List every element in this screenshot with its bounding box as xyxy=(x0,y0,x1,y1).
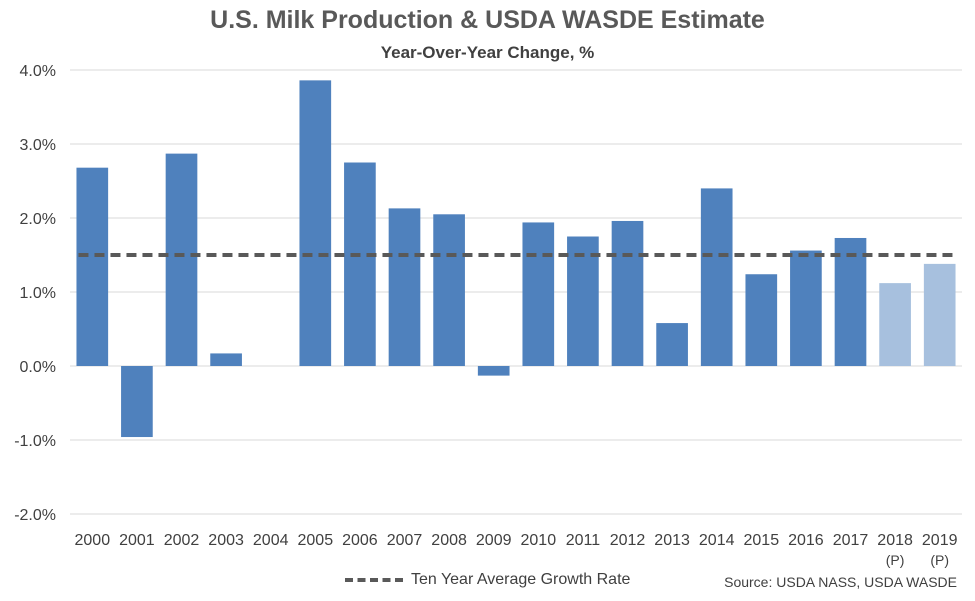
bar xyxy=(700,188,733,366)
chart-title: U.S. Milk Production & USDA WASDE Estima… xyxy=(210,6,765,34)
x-tick-label: 2011 xyxy=(566,532,601,549)
bar xyxy=(433,214,465,366)
x-tick-label: 2007 xyxy=(387,532,423,549)
chart-subtitle: Year-Over-Year Change, % xyxy=(380,43,595,62)
y-tick-label: -2.0% xyxy=(14,507,56,524)
x-tick-label: 2002 xyxy=(164,532,200,549)
x-tick-label: 2009 xyxy=(476,532,512,549)
legend-label-average: Ten Year Average Growth Rate xyxy=(411,571,631,588)
bar xyxy=(388,208,421,366)
y-tick-label: 1.0% xyxy=(20,285,56,302)
legend: Ten Year Average Growth Rate xyxy=(345,571,630,589)
y-tick-label: -1.0% xyxy=(14,433,56,450)
x-tick-label: 2004 xyxy=(253,532,289,549)
x-tick-label: 2016 xyxy=(788,532,824,549)
x-tick-label: 2013 xyxy=(654,532,690,549)
bar xyxy=(477,366,510,376)
x-tick-sublabel: (P) xyxy=(886,552,905,568)
bar xyxy=(522,222,555,366)
bar xyxy=(165,153,198,366)
bar xyxy=(344,162,376,366)
x-tick-label: 2017 xyxy=(833,532,869,549)
y-tick-label: 3.0% xyxy=(20,137,56,154)
x-tick-label: 2006 xyxy=(342,532,378,549)
x-tick-sublabel: (P) xyxy=(930,552,949,568)
x-tick-label: 2001 xyxy=(119,532,155,549)
bar xyxy=(76,167,109,366)
bar xyxy=(923,263,956,366)
y-tick-label: 0.0% xyxy=(20,359,56,376)
x-tick-label: 2014 xyxy=(699,532,735,549)
y-tick-label: 2.0% xyxy=(20,211,56,228)
source-note: Source: USDA NASS, USDA WASDE xyxy=(724,574,957,590)
bar xyxy=(745,274,778,366)
x-tick-label: 2018 xyxy=(877,532,913,549)
x-tick-label: 2015 xyxy=(744,532,780,549)
x-tick-label: 2012 xyxy=(610,532,646,549)
bar xyxy=(299,80,332,367)
bar xyxy=(210,353,242,366)
x-tick-label: 2019 xyxy=(922,532,958,549)
bar xyxy=(611,220,644,366)
bar xyxy=(656,323,688,366)
x-tick-label: 2010 xyxy=(521,532,557,549)
y-tick-label: 4.0% xyxy=(20,63,56,80)
bar xyxy=(834,237,867,366)
legend-dashed-line-icon xyxy=(345,578,403,582)
bar xyxy=(790,250,822,366)
x-tick-label: 2000 xyxy=(75,532,111,549)
x-tick-label: 2008 xyxy=(431,532,467,549)
bar xyxy=(567,236,599,366)
bar xyxy=(121,366,153,438)
bar xyxy=(879,283,911,366)
x-tick-label: 2003 xyxy=(208,532,244,549)
x-tick-label: 2005 xyxy=(298,532,334,549)
